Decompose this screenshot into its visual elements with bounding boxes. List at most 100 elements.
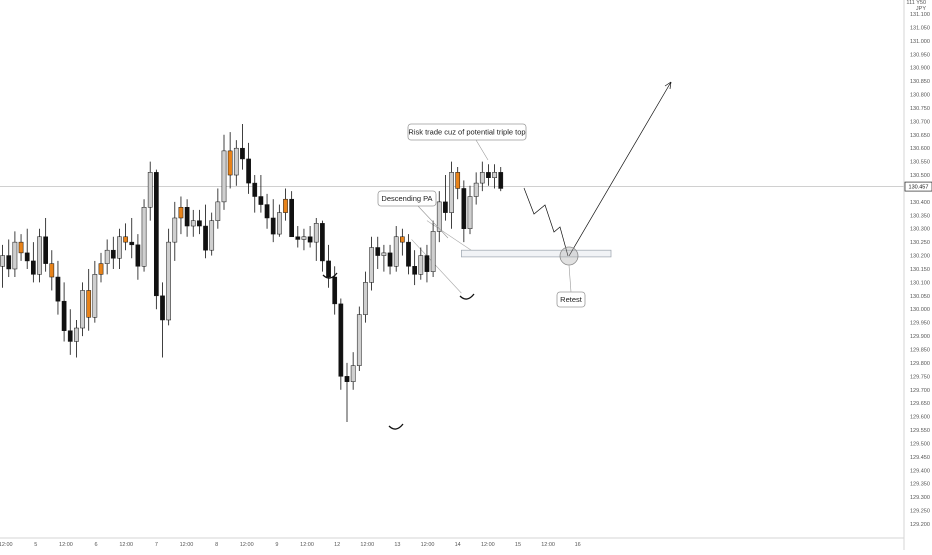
candle-body xyxy=(209,220,215,251)
candle-body xyxy=(313,223,319,243)
candle-body xyxy=(338,303,344,377)
x-tick-label: 12 xyxy=(334,542,340,548)
candle-body xyxy=(0,255,5,267)
candle-body xyxy=(86,290,92,318)
candle xyxy=(24,228,30,269)
retest-callout-text: Retest xyxy=(560,295,583,304)
candle-body xyxy=(277,212,282,235)
candle-body xyxy=(129,241,135,246)
candle xyxy=(350,352,356,390)
retest-zone xyxy=(461,249,612,258)
candle-body xyxy=(166,241,172,321)
candle xyxy=(18,234,24,261)
candle xyxy=(406,234,411,275)
candle-body xyxy=(203,225,208,251)
candle-body xyxy=(172,217,178,243)
candle xyxy=(221,134,227,210)
candle xyxy=(400,228,405,256)
y-tick-label: 129.200 xyxy=(910,522,930,528)
candle xyxy=(86,268,92,331)
candle-body xyxy=(387,252,393,267)
candle xyxy=(375,236,381,269)
candle-body xyxy=(393,236,399,267)
candle xyxy=(277,204,282,237)
candle-body xyxy=(406,241,411,267)
candle xyxy=(412,250,417,286)
y-tick-label: 130.050 xyxy=(910,294,930,300)
candle xyxy=(154,169,159,310)
candle xyxy=(166,228,172,326)
x-tick-label: 5 xyxy=(34,542,37,548)
candle-body xyxy=(295,236,301,240)
retest-circle xyxy=(559,246,579,266)
candle-body xyxy=(307,236,313,243)
candle-body xyxy=(190,220,196,227)
y-tick-label: 130.950 xyxy=(910,52,930,58)
candle-body xyxy=(178,206,184,219)
pair-label: JPY xyxy=(916,6,926,12)
candle-body xyxy=(443,201,448,213)
x-tick-label: 12:00 xyxy=(59,542,73,548)
candle xyxy=(37,228,42,283)
y-tick-label: 129.550 xyxy=(910,428,930,434)
candle xyxy=(473,172,479,205)
y-tick-label: 130.800 xyxy=(910,93,930,99)
candle xyxy=(313,217,319,261)
candle-body xyxy=(344,376,350,382)
x-tick-label: 12:00 xyxy=(300,542,314,548)
y-tick-label: 130.300 xyxy=(910,227,930,233)
candle xyxy=(55,260,61,315)
candle xyxy=(172,201,178,261)
candle-body xyxy=(18,241,24,254)
candle-body xyxy=(436,201,442,232)
candle xyxy=(43,217,48,272)
candle xyxy=(135,234,141,280)
y-tick-label: 130.400 xyxy=(910,200,930,206)
candle xyxy=(178,196,184,235)
x-tick-label: 16 xyxy=(575,542,581,548)
candle xyxy=(246,142,251,194)
x-tick-label: 9 xyxy=(275,542,278,548)
candle-body xyxy=(80,290,85,329)
projection-zigzag xyxy=(523,187,569,257)
candle xyxy=(449,161,454,229)
candle xyxy=(424,244,430,283)
candle-body xyxy=(147,172,153,208)
candle-body xyxy=(61,300,67,331)
candle-body xyxy=(320,223,325,262)
y-tick-label: 130.350 xyxy=(910,213,930,219)
candle xyxy=(12,231,18,278)
candle xyxy=(467,185,473,235)
candle xyxy=(436,191,442,243)
x-tick-label: 12:00 xyxy=(541,542,555,548)
candle-body xyxy=(430,231,436,272)
swing-arc-1 xyxy=(322,272,338,279)
candle xyxy=(393,226,399,272)
candle-body xyxy=(160,295,165,321)
y-tick-label: 130.650 xyxy=(910,133,930,139)
x-tick-label: 12:00 xyxy=(360,542,374,548)
current-price-tag xyxy=(904,181,932,192)
candle-body xyxy=(43,236,48,264)
y-tick-label: 130.100 xyxy=(910,280,930,286)
y-tick-label: 129.750 xyxy=(910,374,930,380)
y-tick-label: 130.600 xyxy=(910,146,930,152)
candle-body xyxy=(498,172,504,189)
candle-body xyxy=(24,252,30,262)
descending-channel-upper xyxy=(426,220,472,251)
y-tick-label: 130.150 xyxy=(910,267,930,273)
candle xyxy=(209,212,215,256)
candle-body xyxy=(117,236,122,259)
candle-body xyxy=(215,201,221,221)
y-tick-label: 129.900 xyxy=(910,334,930,340)
candle xyxy=(289,191,294,238)
candle-body xyxy=(74,327,79,342)
candle xyxy=(147,161,153,221)
candle-body xyxy=(110,249,116,259)
x-tick-label: 13 xyxy=(394,542,400,548)
candle xyxy=(49,250,55,291)
candle-body xyxy=(369,247,374,283)
x-tick-label: 14 xyxy=(455,542,461,548)
candle-body xyxy=(154,172,159,297)
